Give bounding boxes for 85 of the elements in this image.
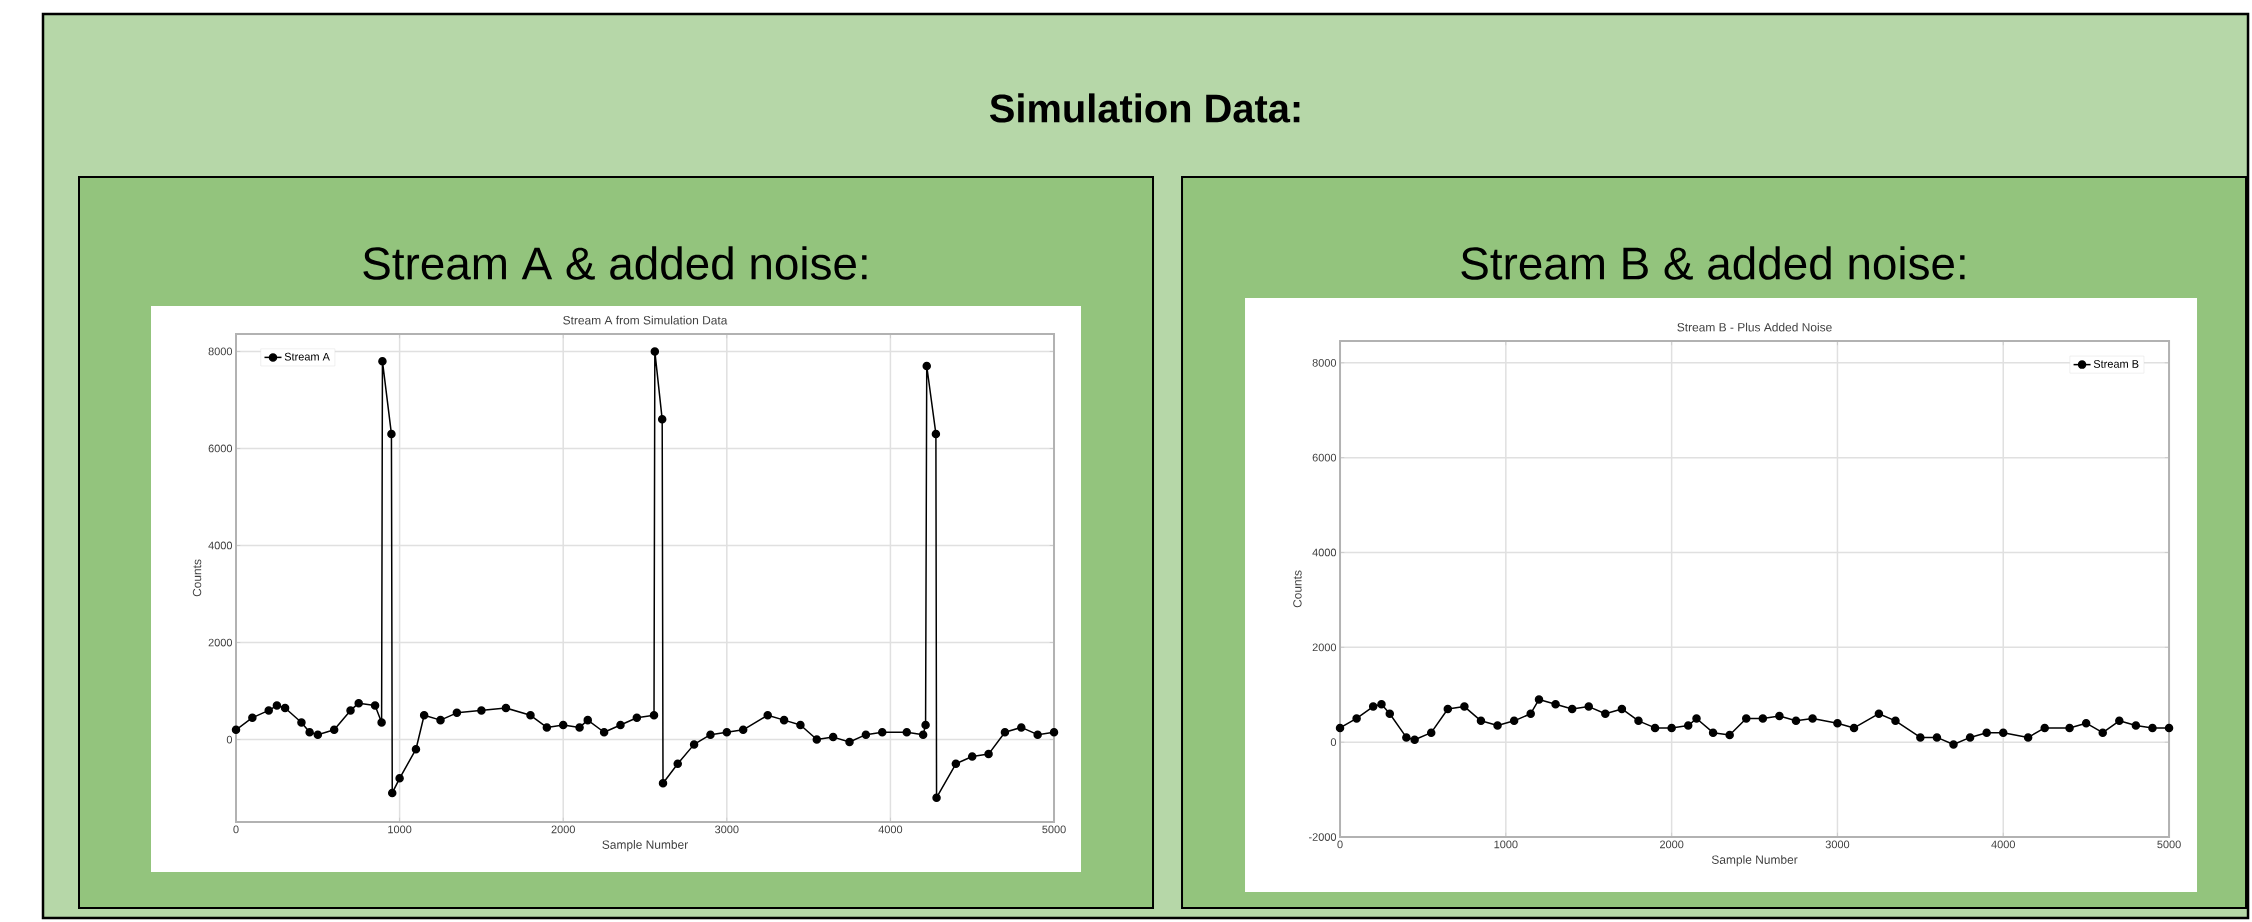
- point: [1775, 711, 1784, 721]
- x-axis-title: Sample Number: [1711, 855, 1798, 867]
- point: [1683, 721, 1693, 730]
- point: [1949, 740, 1958, 749]
- x-tick-label: 1000: [388, 825, 412, 834]
- chart-title: Stream B & added noise:: [1461, 246, 1965, 280]
- point: [2065, 723, 2074, 733]
- x-tick-label: 2000: [1660, 840, 1684, 849]
- point: [2164, 723, 2174, 733]
- x-tick-label: 5000: [1042, 825, 1066, 834]
- chart-title: Stream A & added noise:: [363, 246, 867, 280]
- chart-subtitle: Stream A from Simulation Data: [563, 315, 728, 325]
- point: [1534, 695, 1544, 704]
- y-tick-label: 4000: [208, 541, 233, 550]
- point: [1891, 716, 1900, 726]
- legend-label: Stream B: [2093, 360, 2139, 368]
- point: [1725, 730, 1734, 740]
- point: [2148, 723, 2157, 733]
- point: [1874, 709, 1884, 718]
- legend-label: Stream A: [284, 352, 330, 361]
- x-tick-label: 1000: [1494, 840, 1518, 849]
- y-tick-label: 4000: [1312, 548, 1337, 557]
- x-tick-label: 3000: [715, 825, 739, 834]
- point: [1493, 721, 1502, 730]
- y-tick-label: 6000: [1312, 453, 1337, 462]
- point: [1601, 709, 1610, 718]
- point: [1758, 714, 1768, 723]
- x-tick-label: 0: [1337, 840, 1343, 849]
- point: [1368, 702, 1378, 711]
- point: [1443, 704, 1453, 714]
- point: [1692, 714, 1701, 723]
- point: [1509, 716, 1519, 726]
- point: [1352, 714, 1361, 723]
- y-tick-label: 6000: [208, 444, 233, 453]
- point: [1526, 709, 1535, 718]
- point: [1584, 702, 1593, 711]
- chart-subtitle: Stream B - Plus Added Noise: [1677, 322, 1832, 332]
- point: [1476, 716, 1486, 726]
- y-tick-label: 8000: [1312, 358, 1337, 367]
- y-tick-label: 0: [1330, 738, 1337, 747]
- x-axis-title: Sample Number: [602, 840, 688, 852]
- y-axis-title: Counts: [192, 559, 202, 597]
- text: Simulation Data:: [989, 93, 1300, 123]
- point: [1849, 723, 1859, 733]
- point: [2040, 723, 2049, 733]
- point: [1385, 709, 1395, 718]
- point: [1708, 728, 1718, 737]
- point: [1617, 704, 1627, 714]
- y-tick-label: -2000: [1308, 833, 1337, 841]
- point: [2023, 733, 2033, 742]
- point: [1377, 699, 1386, 709]
- point: [1982, 728, 1991, 737]
- point: [2115, 716, 2124, 726]
- point: [1650, 723, 1660, 733]
- y-axis-title: Counts: [1293, 570, 1302, 608]
- point: [1833, 718, 1842, 728]
- point: [1932, 733, 1942, 742]
- point: [1567, 704, 1577, 714]
- x-tick-label: 4000: [878, 825, 903, 834]
- point: [1410, 735, 1419, 745]
- point: [1808, 714, 1817, 723]
- point: [1426, 728, 1436, 737]
- point: [1742, 714, 1751, 723]
- x-tick-label: 5000: [2157, 840, 2181, 849]
- point: [1916, 733, 1925, 742]
- x-tick-label: 2000: [551, 825, 575, 834]
- point: [1335, 723, 1345, 733]
- x-tick-label: 4000: [1991, 840, 2015, 849]
- x-tick-label: 0: [233, 825, 239, 834]
- point: [1402, 733, 1411, 742]
- point: [1551, 699, 1560, 709]
- point: [1634, 716, 1643, 726]
- y-tick-label: 2000: [1312, 643, 1337, 652]
- point: [1667, 723, 1676, 733]
- point: [1791, 716, 1801, 726]
- y-tick-label: 2000: [208, 638, 233, 647]
- y-tick-label: 0: [226, 735, 233, 744]
- point: [1999, 728, 2008, 737]
- point: [1965, 733, 1975, 742]
- point: [2131, 721, 2141, 730]
- x-tick-label: 3000: [1825, 840, 1850, 849]
- point: [2081, 718, 2091, 728]
- point: [2098, 728, 2107, 737]
- y-tick-label: 8000: [208, 347, 233, 356]
- point: [1460, 702, 1469, 711]
